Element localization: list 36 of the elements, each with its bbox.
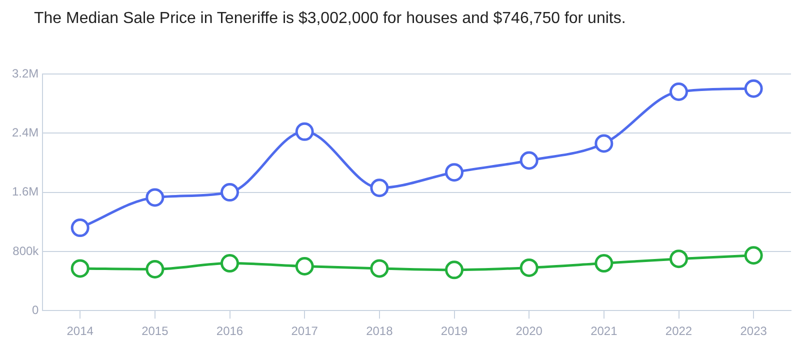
- point: [445, 163, 464, 182]
- point: [295, 256, 314, 276]
- x-tick-label: 2020: [516, 324, 543, 338]
- point: [594, 254, 614, 273]
- point: [146, 188, 164, 207]
- point: [295, 122, 314, 141]
- point: [370, 178, 389, 198]
- point: [70, 259, 90, 278]
- x-tick-label: 2015: [142, 324, 169, 338]
- point: [445, 260, 464, 280]
- chart-title: The Median Sale Price in Teneriffe is $3,002,000 for houses and $746,750 for units.: [34, 10, 626, 28]
- point: [594, 134, 614, 153]
- x-tick-label: 2019: [440, 324, 468, 338]
- point: [744, 246, 763, 265]
- point: [146, 260, 164, 278]
- x-tick-label: 2018: [366, 324, 394, 338]
- y-tick-label: 0: [32, 302, 39, 317]
- point: [670, 250, 688, 268]
- point: [670, 82, 688, 101]
- point: [70, 218, 90, 238]
- x-tick-label: 2014: [66, 324, 94, 338]
- x-tick-label: 2017: [291, 324, 318, 338]
- y-tick-label: 2.4M: [12, 125, 39, 140]
- point: [370, 259, 389, 278]
- point: [220, 254, 240, 273]
- x-tick-label: 2016: [216, 324, 244, 338]
- point: [744, 79, 763, 98]
- y-tick-label: 1.6M: [12, 184, 39, 199]
- y-tick-label: 3.2M: [12, 66, 39, 80]
- point: [520, 151, 538, 170]
- x-tick-label: 2021: [590, 324, 618, 338]
- point: [220, 183, 240, 202]
- point: [520, 258, 538, 277]
- y-tick-label: 800k: [12, 244, 40, 258]
- x-tick-label: 2022: [665, 324, 692, 338]
- x-tick-label: 2023: [740, 324, 768, 338]
